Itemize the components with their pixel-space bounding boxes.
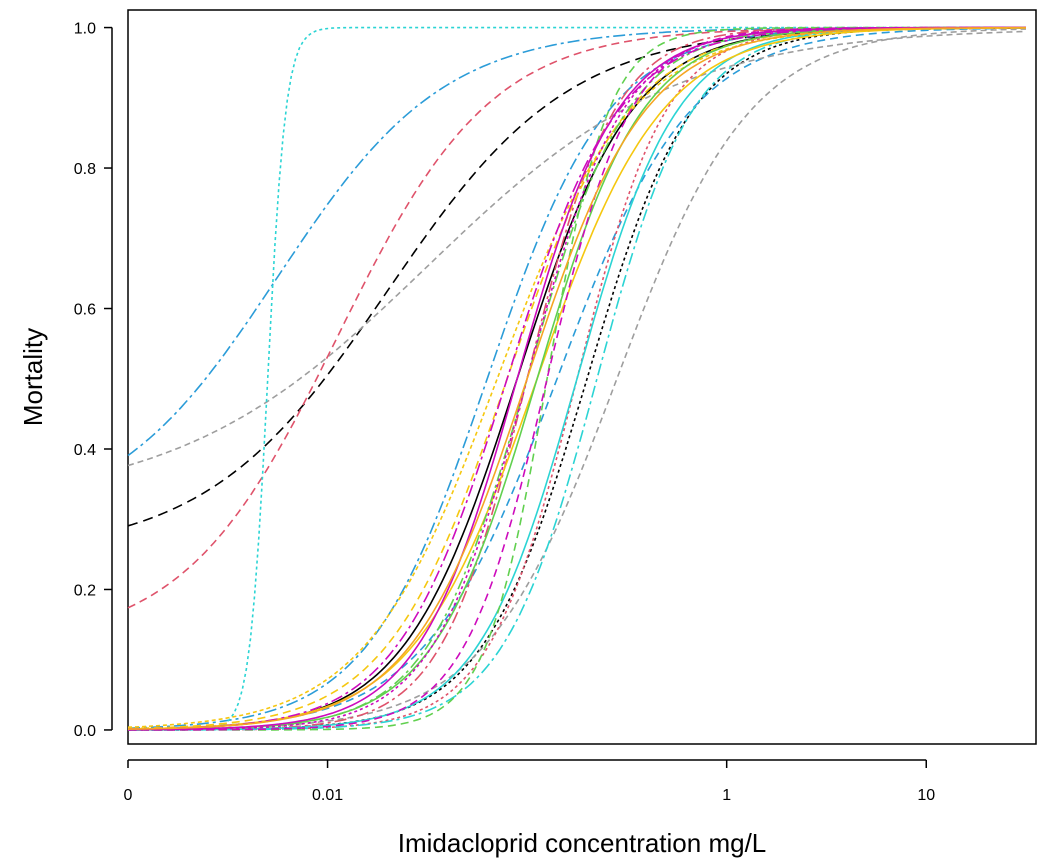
x-tick-label: 1	[722, 787, 731, 804]
y-tick-label: 0.6	[74, 302, 96, 319]
series-curve-9	[127, 26, 1026, 609]
series-curve-7	[127, 30, 1027, 467]
x-axis-title: Imidacloprid concentration mg/L	[398, 828, 767, 858]
y-axis: 0.0 0.2 0.4 0.6 0.8 1.0	[74, 21, 113, 740]
x-axis: 0 0.01 1 10	[124, 759, 935, 804]
x-tick-label: 0.01	[312, 787, 343, 804]
series-curve-1	[127, 27, 1026, 527]
series-curve-17	[127, 26, 1026, 730]
y-tick-label: 0.0	[74, 723, 96, 740]
series-curve-13	[128, 26, 1027, 731]
series-curve-22	[128, 26, 1026, 731]
series-curve-4	[127, 26, 1026, 457]
y-tick-label: 1.0	[74, 21, 96, 38]
y-tick-label: 0.2	[74, 582, 96, 599]
x-tick-label: 10	[917, 787, 935, 804]
series-curve-8	[128, 28, 1026, 731]
series-curve-16	[127, 27, 1027, 730]
plot-frame	[127, 9, 1037, 745]
x-tick-label: 0	[124, 787, 133, 804]
series-curve-24	[128, 26, 1026, 731]
y-axis-title: Mortality	[18, 328, 48, 426]
curves-layer	[127, 26, 1027, 731]
series-curve-25	[127, 26, 1026, 730]
y-tick-label: 0.4	[74, 442, 96, 459]
y-tick-label: 0.8	[74, 161, 96, 178]
